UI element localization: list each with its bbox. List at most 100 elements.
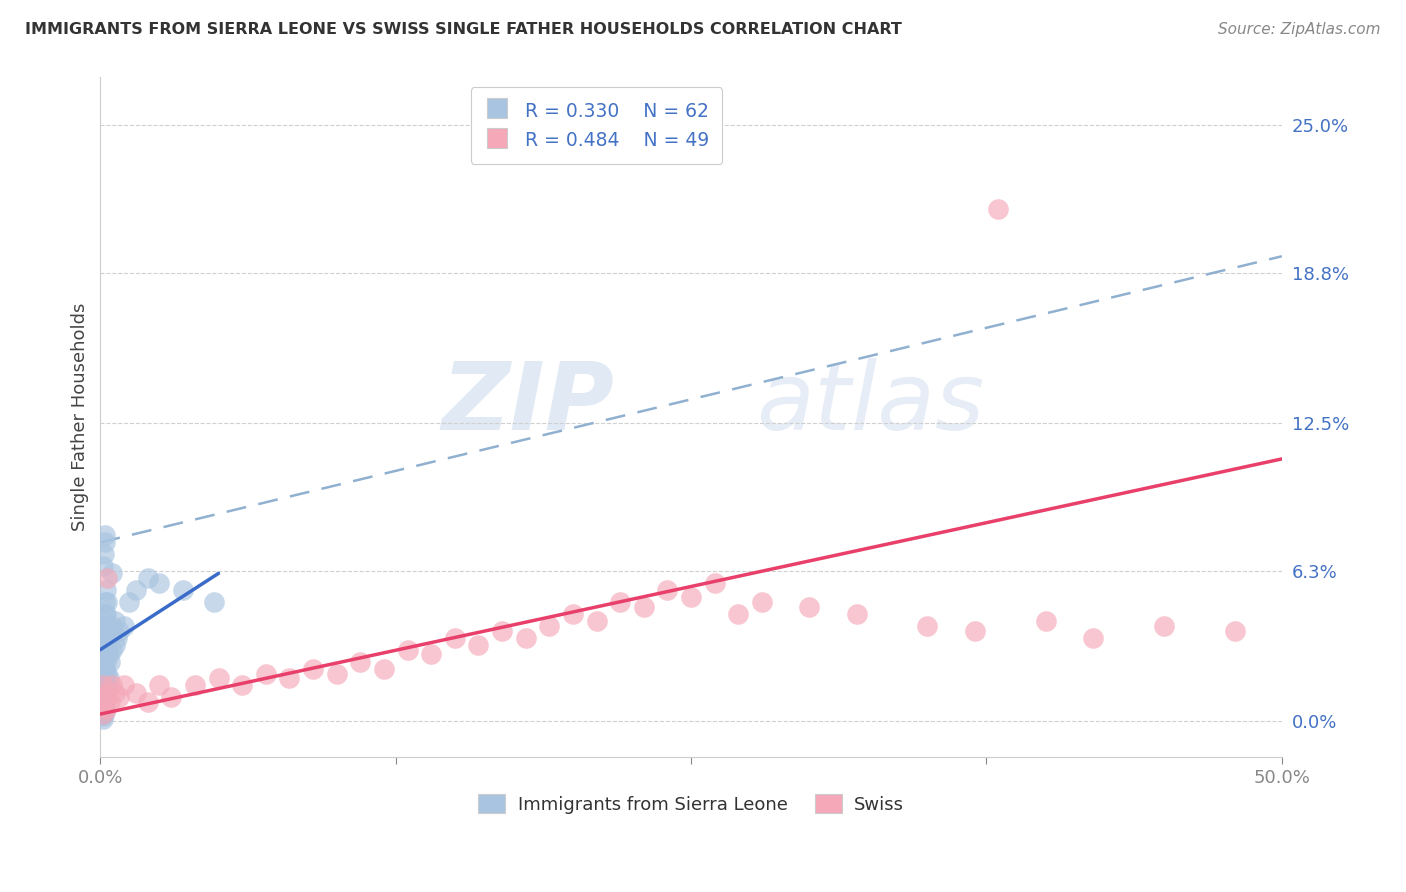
Point [103,638,125,652]
Point [1223,624,1246,638]
Point [91,685,114,699]
Text: Source: ZipAtlas.com: Source: ZipAtlas.com [1218,22,1381,37]
Point [93,695,115,709]
Point [148,575,170,590]
Point [91,559,114,574]
Point [727,607,749,621]
Point [94,595,117,609]
Point [93,678,115,692]
Point [96,607,118,621]
Point [681,591,703,605]
Point [254,666,277,681]
Point [96,655,118,669]
Point [96,631,118,645]
Point [91,678,114,692]
Point [93,642,115,657]
Point [136,695,159,709]
Point [96,690,118,705]
Point [94,666,117,681]
Text: ZIP: ZIP [441,358,614,450]
Point [325,666,347,681]
Point [148,678,170,692]
Y-axis label: Single Father Households: Single Father Households [72,303,89,532]
Point [98,631,121,645]
Point [101,566,124,581]
Point [420,648,443,662]
Point [94,619,117,633]
Point [97,624,120,638]
Point [1153,619,1175,633]
Point [349,655,371,669]
Point [94,528,117,542]
Point [91,671,114,685]
Point [91,638,114,652]
Point [172,582,194,597]
Point [96,642,118,657]
Point [94,642,117,657]
Point [373,662,395,676]
Point [96,666,118,681]
Point [91,655,114,669]
Point [125,685,148,699]
Point [96,571,118,585]
Point [93,666,115,681]
Point [96,678,118,692]
Point [207,671,229,685]
Point [94,685,117,699]
Point [963,624,986,638]
Point [93,648,115,662]
Point [98,695,121,709]
Point [125,582,148,597]
Point [585,614,607,628]
Point [443,631,465,645]
Point [97,648,120,662]
Point [467,638,489,652]
Point [112,678,135,692]
Point [91,709,114,723]
Point [103,614,125,628]
Point [93,614,115,628]
Point [93,607,115,621]
Point [93,631,115,645]
Point [105,631,128,645]
Point [96,582,118,597]
Point [202,595,225,609]
Point [91,706,114,721]
Point [657,582,679,597]
Point [118,595,141,609]
Text: IMMIGRANTS FROM SIERRA LEONE VS SWISS SINGLE FATHER HOUSEHOLDS CORRELATION CHART: IMMIGRANTS FROM SIERRA LEONE VS SWISS SI… [25,22,903,37]
Point [96,702,118,716]
Point [538,619,561,633]
Point [91,702,114,716]
Point [160,690,183,705]
Point [93,535,115,549]
Point [94,690,117,705]
Point [93,547,115,561]
Point [91,666,114,681]
Point [90,695,112,709]
Point [91,706,114,721]
Point [396,642,419,657]
Point [101,642,124,657]
Legend: Immigrants from Sierra Leone, Swiss: Immigrants from Sierra Leone, Swiss [468,785,914,822]
Point [93,699,115,714]
Point [93,662,115,676]
Point [91,706,114,721]
Point [987,202,1010,216]
Point [91,690,114,705]
Point [108,624,131,638]
Point [609,595,631,609]
Point [98,655,121,669]
Point [93,705,115,719]
Point [93,685,115,699]
Point [278,671,301,685]
Point [845,607,868,621]
Point [112,619,135,633]
Point [562,607,585,621]
Point [1035,614,1057,628]
Point [103,685,125,699]
Point [799,599,821,614]
Point [101,678,124,692]
Text: atlas: atlas [756,358,984,449]
Point [136,571,159,585]
